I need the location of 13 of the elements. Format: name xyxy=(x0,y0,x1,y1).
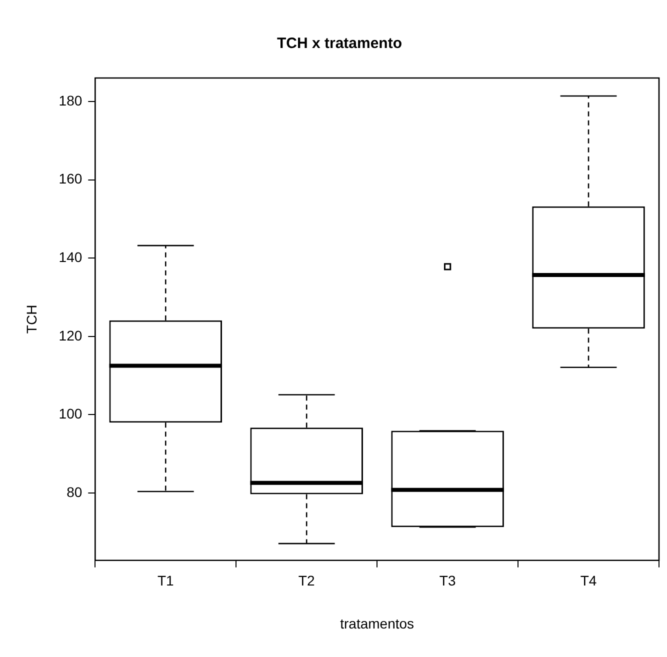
y-tick-label: 160 xyxy=(58,170,82,187)
y-tick-label: 140 xyxy=(58,248,82,265)
x-tick-label: T1 xyxy=(157,572,174,589)
y-tick-label: 80 xyxy=(66,484,82,500)
y-tick-label: 180 xyxy=(58,92,82,108)
chart-title: TCH x tratamento xyxy=(276,35,402,52)
y-axis-title: TCH xyxy=(23,304,40,334)
x-tick-label: T3 xyxy=(439,572,456,589)
x-tick-label: T2 xyxy=(298,572,315,589)
x-axis-title: tratamentos xyxy=(340,615,414,632)
y-tick-label: 100 xyxy=(58,406,82,422)
x-tick-label: T4 xyxy=(580,572,597,589)
y-tick-label: 120 xyxy=(58,327,82,344)
